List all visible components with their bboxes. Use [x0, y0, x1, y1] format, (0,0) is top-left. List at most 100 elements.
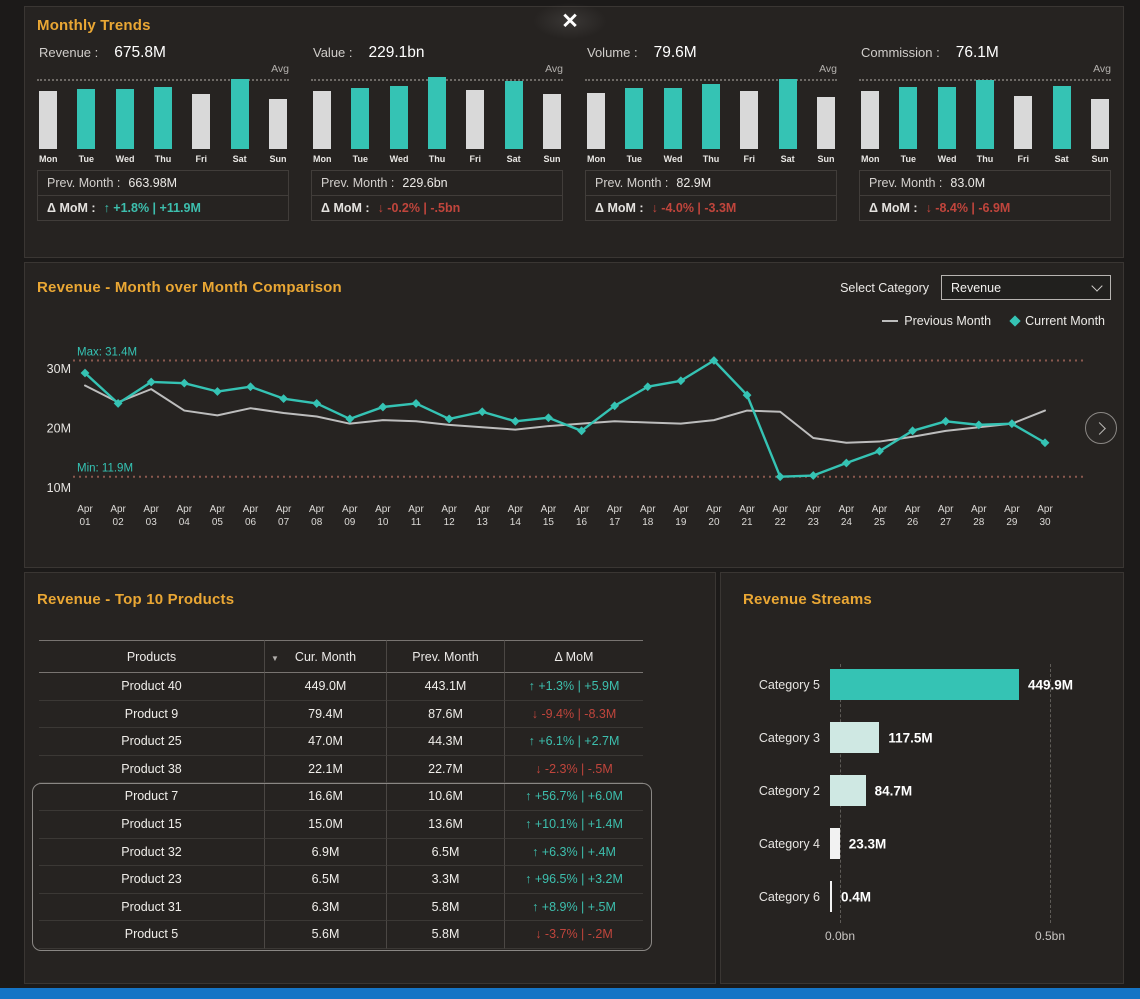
kpi-bar[interactable] — [1052, 86, 1071, 149]
prev-month-cell[interactable]: 3.3M — [387, 866, 505, 894]
kpi-bar[interactable] — [778, 79, 797, 149]
mom-line-chart[interactable]: Max: 31.4M Min: 11.9M 30M 20M 10M Apr 01 Apr 02 A… — [37, 334, 1101, 534]
kpi-bar[interactable] — [427, 77, 446, 149]
legend-item-2[interactable]: Current Month — [1009, 314, 1105, 328]
category-bar[interactable] — [830, 722, 880, 753]
product-cell[interactable]: Product 25 — [39, 728, 265, 756]
mom-cell[interactable]: ↑ +6.3% | +.4M — [505, 839, 643, 867]
day-label: Wed — [937, 154, 957, 164]
kpi-bar[interactable] — [230, 79, 249, 149]
svg-text:Apr: Apr — [872, 504, 888, 515]
svg-text:02: 02 — [113, 517, 125, 528]
cur-month-cell[interactable]: 6.5M — [265, 866, 387, 894]
cur-month-cell[interactable]: 15.0M — [265, 810, 387, 839]
kpi-bar[interactable] — [542, 94, 561, 149]
product-cell[interactable]: Product 23 — [39, 866, 265, 894]
legend-item-1[interactable]: Previous Month — [882, 314, 991, 328]
bar-column — [937, 74, 956, 149]
prev-month-cell[interactable]: 5.8M — [387, 921, 505, 949]
svg-text:Apr: Apr — [938, 504, 954, 515]
product-cell[interactable]: Product 31 — [39, 893, 265, 922]
svg-text:16: 16 — [576, 517, 588, 528]
prev-month-cell[interactable]: 44.3M — [387, 728, 505, 756]
kpi-bar[interactable] — [504, 81, 523, 149]
kpi-bar[interactable] — [77, 89, 96, 149]
cur-month-cell[interactable]: 6.3M — [265, 893, 387, 922]
svg-text:Apr: Apr — [177, 504, 193, 515]
kpi-bar[interactable] — [389, 86, 408, 149]
day-label: Fri — [195, 154, 208, 164]
kpi-bar[interactable] — [861, 91, 879, 149]
mom-cell[interactable]: ↑ +6.1% | +2.7M — [505, 728, 643, 756]
cur-month-cell[interactable]: 22.1M — [265, 755, 387, 784]
column-header-4[interactable]: Δ MoM — [505, 640, 643, 673]
streams-bar-chart[interactable]: Category 5 449.9M Category 3 117.5M Category… — [743, 658, 1105, 949]
prev-month-cell[interactable]: 443.1M — [387, 673, 505, 701]
mom-cell[interactable]: ↑ +8.9% | +.5M — [505, 894, 643, 922]
select-category-label: Select Category — [840, 280, 929, 295]
category-bar[interactable] — [830, 775, 866, 806]
kpi-bar[interactable] — [740, 91, 759, 149]
prev-month-row: Prev. Month : 82.9M — [586, 171, 836, 195]
kpi-bar[interactable] — [975, 80, 994, 149]
cur-month-cell[interactable]: 449.0M — [265, 673, 387, 701]
cur-month-cell[interactable]: 5.6M — [265, 921, 387, 949]
prev-month-cell[interactable]: 22.7M — [387, 755, 505, 784]
prev-month-cell[interactable]: 13.6M — [387, 810, 505, 839]
product-cell[interactable]: Product 32 — [39, 838, 265, 867]
kpi-bar[interactable] — [153, 87, 172, 149]
prev-month-cell[interactable]: 5.8M — [387, 893, 505, 922]
kpi-bar[interactable] — [466, 90, 485, 149]
kpi-bar[interactable] — [625, 88, 644, 149]
kpi-bar[interactable] — [663, 88, 682, 149]
kpi-bar[interactable] — [587, 93, 605, 149]
section-title-monthly-trends: Monthly Trends — [37, 17, 151, 34]
prev-month-cell[interactable]: 10.6M — [387, 783, 505, 811]
cur-month-cell[interactable]: 6.9M — [265, 838, 387, 867]
kpi-bar[interactable] — [268, 99, 287, 149]
category-bar[interactable] — [830, 828, 840, 859]
category-bar[interactable] — [830, 881, 832, 912]
kpi-bar[interactable] — [1014, 96, 1033, 149]
mom-cell[interactable]: ↑ +10.1% | +1.4M — [505, 811, 643, 839]
mom-cell[interactable]: ↑ +1.3% | +5.9M — [505, 673, 643, 701]
product-cell[interactable]: Product 5 — [39, 921, 265, 949]
mom-cell[interactable]: ↓ -2.3% | -.5M — [505, 756, 643, 784]
kpi-bar[interactable] — [351, 88, 370, 149]
product-cell[interactable]: Product 38 — [39, 755, 265, 784]
prev-month-cell[interactable]: 87.6M — [387, 700, 505, 729]
kpi-bar[interactable] — [39, 91, 57, 149]
next-page-button[interactable] — [1085, 412, 1117, 444]
prev-month-cell[interactable]: 6.5M — [387, 838, 505, 867]
cur-month-cell[interactable]: 79.4M — [265, 700, 387, 729]
kpi-bar[interactable] — [192, 94, 211, 149]
kpi-bar[interactable] — [115, 89, 134, 149]
product-cell[interactable]: Product 9 — [39, 700, 265, 729]
kpi-bar[interactable] — [816, 97, 835, 149]
cur-month-cell[interactable]: 47.0M — [265, 728, 387, 756]
kpi-bar[interactable] — [937, 87, 956, 149]
day-label: Sun — [269, 154, 287, 164]
cur-month-cell[interactable]: 16.6M — [265, 783, 387, 811]
svg-text:Apr: Apr — [673, 504, 689, 515]
category-bar[interactable] — [830, 669, 1019, 700]
column-header-3[interactable]: Prev. Month — [387, 640, 505, 673]
kpi-bar[interactable] — [899, 87, 918, 149]
mom-cell[interactable]: ↑ +96.5% | +3.2M — [505, 866, 643, 894]
product-cell[interactable]: Product 40 — [39, 673, 265, 701]
svg-text:Apr: Apr — [541, 504, 557, 515]
mom-cell[interactable]: ↓ -3.7% | -.2M — [505, 921, 643, 949]
kpi-bar[interactable] — [1090, 99, 1109, 149]
close-button[interactable]: ✕ — [528, 0, 612, 42]
product-cell[interactable]: Product 7 — [39, 783, 265, 811]
product-cell[interactable]: Product 15 — [39, 810, 265, 839]
top-products-panel: Revenue - Top 10 Products Products Cur. M… — [24, 572, 716, 984]
svg-text:18: 18 — [642, 517, 654, 528]
kpi-bar[interactable] — [701, 84, 720, 149]
category-dropdown[interactable]: Revenue — [941, 275, 1111, 300]
column-header-2[interactable]: Cur. Month ▼ — [265, 640, 387, 673]
kpi-bar[interactable] — [313, 91, 331, 149]
mom-cell[interactable]: ↓ -9.4% | -8.3M — [505, 701, 643, 729]
column-header-1[interactable]: Products — [39, 640, 265, 673]
mom-cell[interactable]: ↑ +56.7% | +6.0M — [505, 783, 643, 811]
